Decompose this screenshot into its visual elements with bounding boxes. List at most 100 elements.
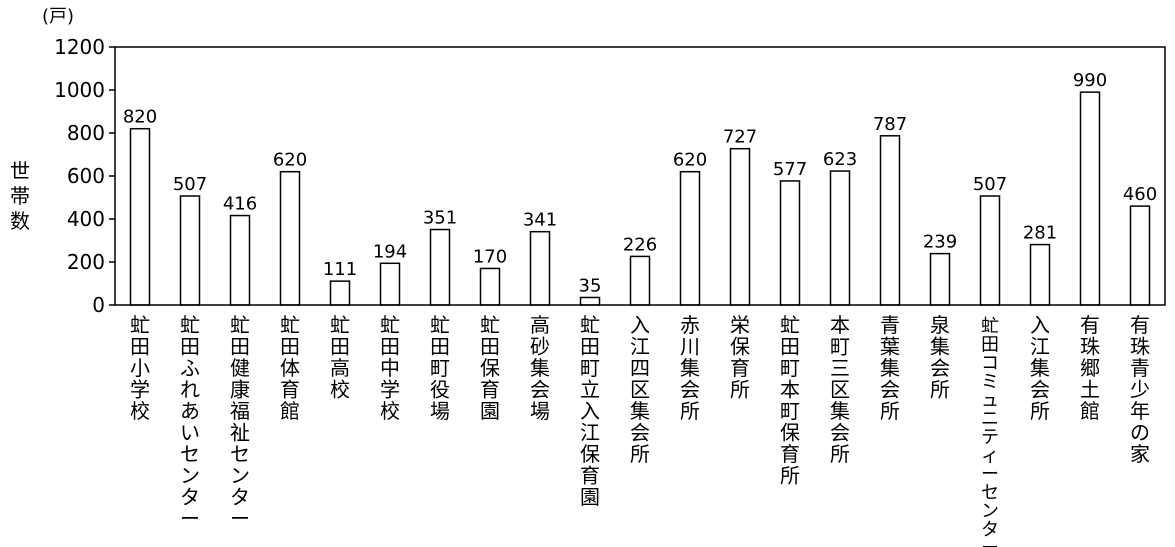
y-axis-title: 世帯数 [10,159,30,233]
bar [579,296,601,306]
bar [229,214,251,306]
x-category-label-char: 田 [480,335,500,359]
y-tick-label: 400 [67,207,105,231]
x-category-label-char: 虻 [130,313,150,337]
bar [879,135,901,306]
x-category-label-char: 田 [981,335,999,356]
x-category-label-char: 泉 [930,313,950,337]
x-category-label-char: 珠 [1130,335,1150,359]
x-category-label-char: 本 [780,378,800,402]
x-category-label-char: い [180,421,200,445]
x-category-label-char: 会 [880,378,900,402]
y-axis-title-char: 数 [10,209,30,233]
x-category-label-char: 高 [530,313,550,337]
x-category-label-char: 少 [1130,378,1150,402]
x-category-label-char: ー [981,538,999,547]
x-category-label-char: 虻 [580,313,600,337]
x-category-label-char: 三 [830,356,850,380]
x-category-label-char: 田 [230,335,250,359]
x-category-label-char: 町 [780,356,800,380]
bar [279,170,301,306]
x-category-label-char: タ [180,485,200,509]
x-category-label-char: 館 [280,399,300,423]
bar-value-label: 787 [873,114,907,135]
y-tick-label: 200 [67,250,105,274]
x-category-label-char: 会 [530,378,550,402]
x-category-label-char: 有 [1080,313,1100,337]
x-category-label-char: タ [230,485,250,509]
bar-value-label: 727 [723,127,757,148]
x-category-label-char: 保 [480,356,500,380]
bar [629,255,651,306]
x-category-label-char: 館 [1080,399,1100,423]
x-category-label-char: 年 [1130,399,1150,423]
x-category-label-char: 校 [330,378,350,402]
x-category-label-char: 体 [280,356,300,380]
x-category-label-char: ン [981,501,999,522]
x-category-label-char: 所 [1030,399,1050,423]
x-category-label-char: 青 [1130,356,1150,380]
x-category-label-char: 会 [630,421,650,445]
x-category-label-char: 中 [380,356,400,380]
y-tick-label: 1200 [54,35,105,59]
bar-value-label: 507 [173,174,207,195]
x-category-label-char: 郷 [1080,356,1100,380]
bar [779,180,801,306]
x-category-label-char: れ [180,378,200,402]
bar [129,127,151,306]
bar-value-label: 281 [1023,223,1057,244]
x-category-label-char: ー [981,464,999,485]
bar-value-label: 620 [673,150,707,171]
bar-value-label: 990 [1073,70,1107,91]
bar-value-label: 351 [423,208,457,229]
bar [529,230,551,306]
x-category-label-char: 会 [830,421,850,445]
x-category-label-char: 集 [830,399,850,423]
bar-value-label: 577 [773,159,807,180]
x-category-label-char: 虻 [480,313,500,337]
x-category-label-char: 所 [930,378,950,402]
bar [379,262,401,306]
x-category-label-char: 虻 [330,313,350,337]
y-tick-label: 800 [67,121,105,145]
x-category-label-char: 入 [580,399,600,423]
bar [429,228,451,306]
x-category-label-char: 入 [630,313,650,337]
x-category-label-char: 場 [530,399,550,423]
x-category-label-char: 会 [680,378,700,402]
x-category-label-char: ふ [180,356,200,380]
x-category-label-char: 集 [930,335,950,359]
x-category-label-char: 会 [930,356,950,380]
bar [929,252,951,306]
plot-frame [114,46,1166,306]
bar [729,147,751,306]
x-category-label-char: 入 [1030,313,1050,337]
x-category-label-char: 学 [130,378,150,402]
x-category-label-char: 学 [380,378,400,402]
x-category-label-char: タ [981,520,999,541]
x-category-label-char: 所 [630,442,650,466]
bar-value-label: 226 [623,234,657,255]
x-category-label-char: 所 [680,399,700,423]
bar-value-label: 507 [973,174,1007,195]
x-category-label-char: 所 [730,378,750,402]
x-category-label-char: 区 [630,378,650,402]
x-category-label-char: 集 [1030,356,1050,380]
bar-value-label: 111 [323,259,357,280]
x-category-label-char: 田 [580,335,600,359]
bar [1129,205,1151,306]
